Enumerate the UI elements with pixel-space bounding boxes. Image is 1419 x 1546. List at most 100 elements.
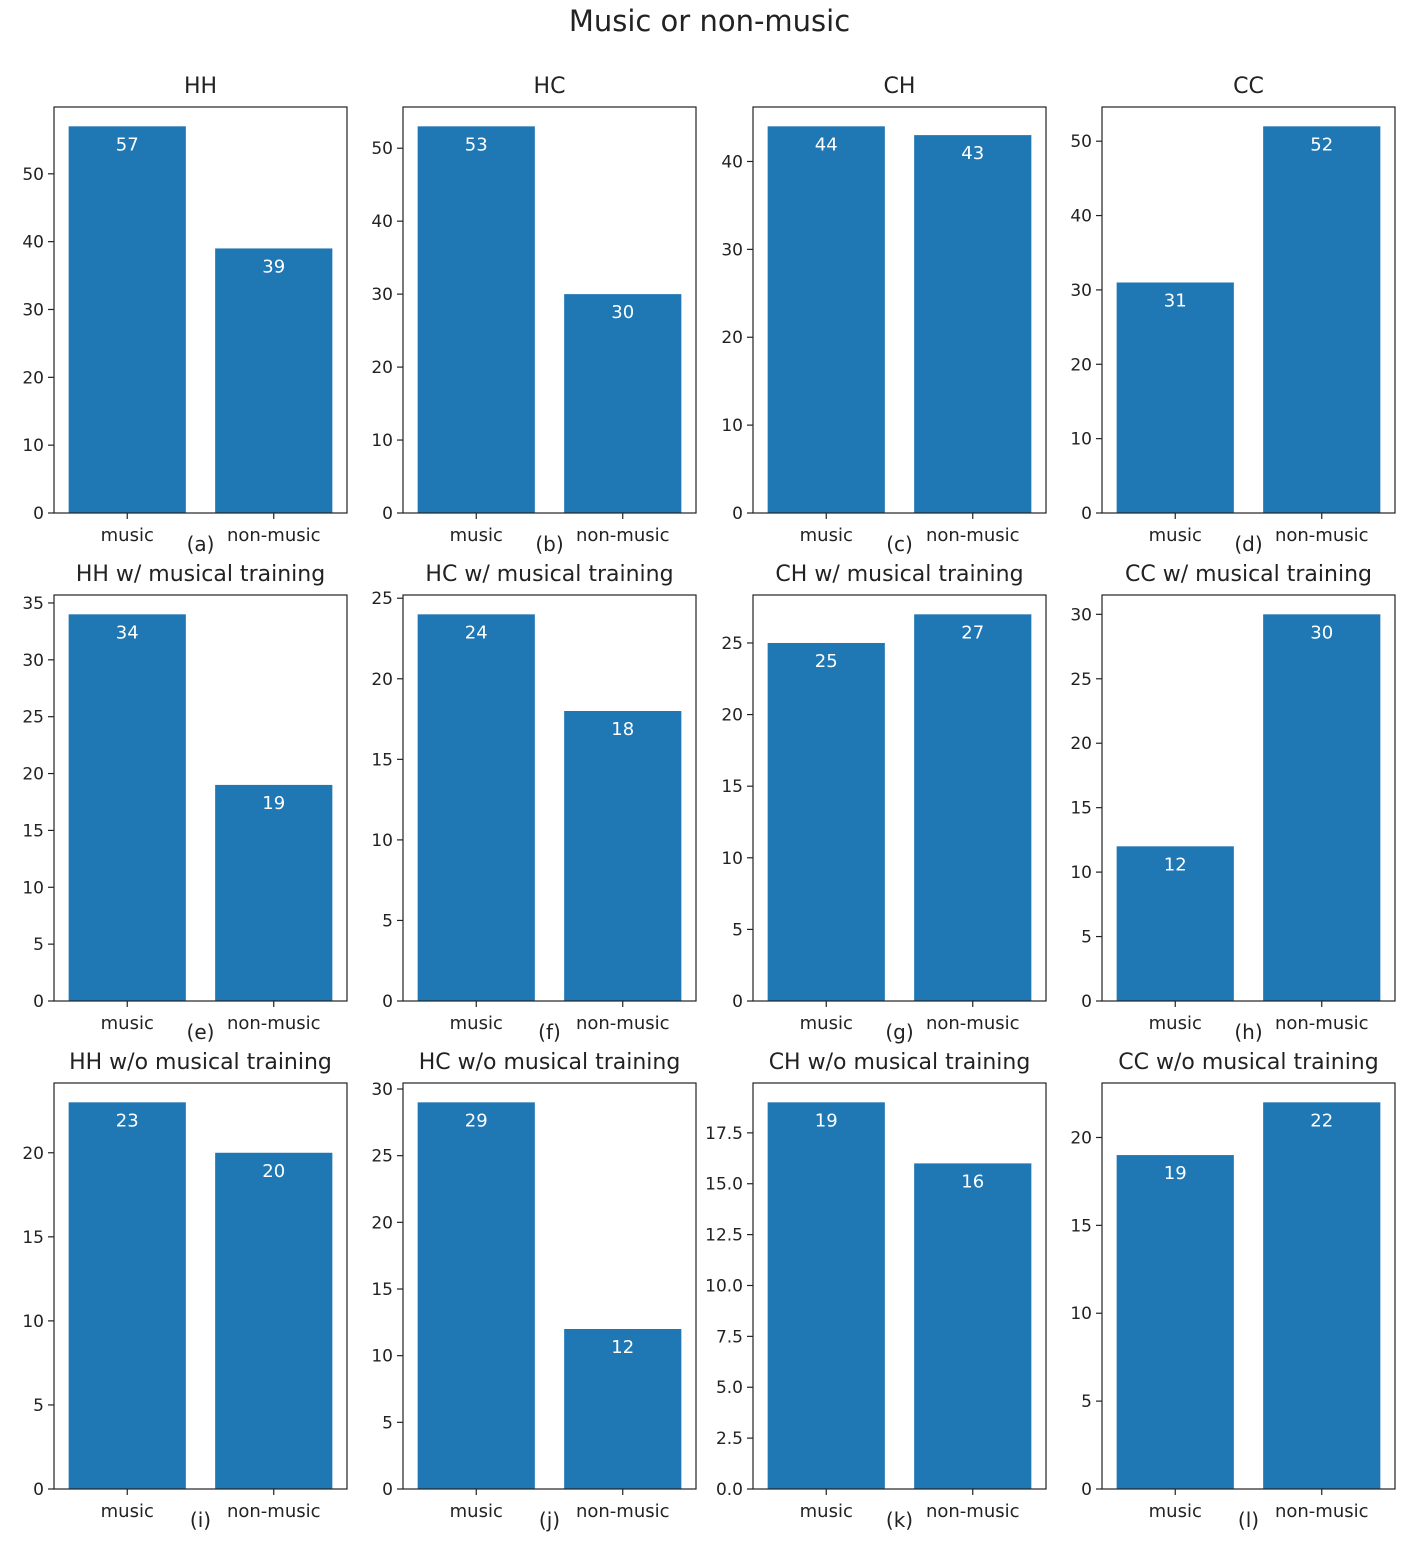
- y-tick-label: 20: [371, 1213, 393, 1233]
- x-tick-label: non-music: [227, 525, 321, 546]
- x-tick-label: non-music: [576, 525, 670, 546]
- y-tick-label: 0: [382, 1480, 393, 1500]
- y-tick-label: 25: [22, 708, 44, 728]
- y-tick-label: 25: [721, 634, 743, 654]
- x-tick-label: music: [800, 525, 853, 546]
- bar-non-music: [564, 711, 682, 1001]
- y-tick-label: 20: [371, 670, 393, 690]
- y-tick-label: 25: [1070, 670, 1092, 690]
- bar-value-label: 39: [262, 256, 285, 277]
- subplot-j: HC w/o musical training 0 5 10 15 20 25 30 29 mus…: [371, 1050, 697, 1532]
- y-tick-label: 5: [382, 911, 393, 931]
- y-tick-label: 0.0: [716, 1480, 743, 1500]
- x-tick-label: non-music: [227, 1013, 321, 1034]
- y-tick-label: 0: [33, 1480, 44, 1500]
- x-tick-label: music: [450, 1013, 503, 1034]
- bar-value-label: 23: [116, 1110, 139, 1131]
- y-tick-label: 30: [22, 651, 44, 671]
- bar-non-music: [215, 1152, 333, 1489]
- axes-frame: [1101, 594, 1396, 1002]
- axes-frame: [1101, 1082, 1396, 1490]
- y-tick-label: 20: [721, 328, 743, 348]
- y-tick-label: 40: [1070, 207, 1092, 227]
- bar-value-label: 27: [961, 622, 984, 643]
- subplot-d: CC 0 10 20 30 40 50 31 music 52 non-music (d): [1070, 74, 1396, 556]
- subplot-title: HH w/o musical training: [69, 1050, 332, 1075]
- bar-value-label: 34: [116, 622, 139, 643]
- subplot-c: CH 0 10 20 30 40 44 music 43 non-music (c): [721, 74, 1047, 556]
- bar-non-music: [914, 1163, 1032, 1489]
- bar-value-label: 19: [1164, 1163, 1187, 1184]
- y-tick-label: 12.5: [705, 1226, 743, 1246]
- y-tick-label: 15: [721, 777, 743, 797]
- subplot-sublabel: (b): [535, 532, 563, 556]
- x-tick-label: music: [101, 1501, 154, 1522]
- y-tick-label: 0: [1081, 992, 1092, 1012]
- y-tick-label: 0: [382, 504, 393, 524]
- subplot-b: HC 0 10 20 30 40 50 53 music 30 non-music (b): [371, 74, 697, 556]
- bar-value-label: 22: [1310, 1110, 1333, 1131]
- y-tick-label: 0: [732, 992, 743, 1012]
- subplot-title: CC w/ musical training: [1125, 562, 1372, 587]
- bar-non-music: [215, 784, 333, 1001]
- bar-non-music: [564, 1329, 682, 1489]
- x-tick-label: non-music: [926, 1013, 1020, 1034]
- y-tick-label: 10: [22, 436, 44, 456]
- axes-frame: [53, 1082, 348, 1490]
- y-tick-label: 2.5: [716, 1429, 743, 1449]
- y-tick-label: 20: [1070, 734, 1092, 754]
- x-tick-label: music: [101, 525, 154, 546]
- y-tick-label: 15: [22, 1228, 44, 1248]
- y-tick-label: 10: [1070, 1304, 1092, 1324]
- subplot-sublabel: (e): [187, 1020, 215, 1044]
- subplot-l: CC w/o musical training 0 5 10 15 20 19 music 22…: [1070, 1050, 1396, 1532]
- bar-music: [1116, 846, 1234, 1001]
- y-tick-label: 5: [382, 1413, 393, 1433]
- bar-value-label: 16: [961, 1171, 984, 1192]
- y-tick-label: 0: [33, 504, 44, 524]
- axes-frame: [402, 594, 697, 1002]
- y-tick-label: 20: [22, 765, 44, 785]
- subplot-title: HC w/o musical training: [419, 1050, 681, 1075]
- x-tick-label: music: [450, 525, 503, 546]
- y-tick-label: 15: [371, 750, 393, 770]
- bar-value-label: 18: [611, 719, 634, 740]
- subplot-title: CC w/o musical training: [1118, 1050, 1378, 1075]
- x-tick-label: non-music: [1275, 525, 1369, 546]
- y-tick-label: 20: [721, 706, 743, 726]
- subplot-sublabel: (h): [1234, 1020, 1262, 1044]
- x-tick-label: music: [800, 1013, 853, 1034]
- x-tick-label: non-music: [227, 1501, 321, 1522]
- subplot-title: HC w/ musical training: [425, 562, 673, 587]
- y-tick-label: 0: [732, 504, 743, 524]
- y-tick-label: 15.0: [705, 1175, 743, 1195]
- y-tick-label: 20: [1070, 355, 1092, 375]
- bar-music: [1116, 282, 1234, 513]
- axes-frame: [53, 594, 348, 1002]
- subplot-sublabel: (f): [538, 1020, 561, 1044]
- subplot-f: HC w/ musical training 0 5 10 15 20 25 24 music 1…: [371, 562, 697, 1044]
- subplot-title: HC: [534, 74, 566, 99]
- y-tick-label: 30: [1070, 605, 1092, 625]
- bar-music: [767, 1102, 885, 1489]
- subplot-sublabel: (g): [885, 1020, 913, 1044]
- y-tick-label: 50: [22, 165, 44, 185]
- subplot-sublabel: (a): [187, 532, 215, 556]
- x-tick-label: non-music: [1275, 1501, 1369, 1522]
- y-tick-label: 30: [371, 285, 393, 305]
- subplot-title: CH w/ musical training: [775, 562, 1023, 587]
- y-tick-label: 15: [371, 1280, 393, 1300]
- bar-value-label: 24: [465, 622, 488, 643]
- subplot-h: CC w/ musical training 0 5 10 15 20 25 30 12 musi…: [1070, 562, 1396, 1044]
- y-tick-label: 0: [1081, 504, 1092, 524]
- y-tick-label: 10: [22, 1312, 44, 1332]
- bar-music: [767, 642, 885, 1001]
- x-tick-label: non-music: [576, 1501, 670, 1522]
- x-tick-label: non-music: [926, 1501, 1020, 1522]
- y-tick-label: 5: [1081, 928, 1092, 948]
- y-tick-label: 15: [1070, 1216, 1092, 1236]
- y-tick-label: 15: [1070, 799, 1092, 819]
- bar-music: [417, 1102, 535, 1489]
- y-tick-label: 10: [371, 431, 393, 451]
